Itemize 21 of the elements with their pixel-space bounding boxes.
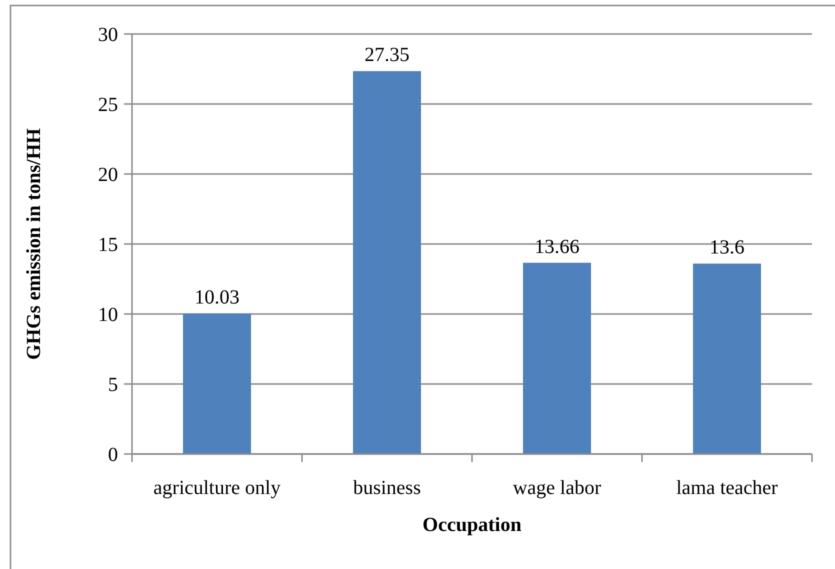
bar (693, 264, 761, 454)
y-tick-label: 10 (98, 304, 118, 326)
x-tick-label: wage labor (512, 477, 602, 499)
data-label: 13.66 (534, 236, 580, 258)
x-tick-label: business (353, 477, 422, 499)
data-label: 27.35 (364, 44, 410, 66)
y-tick-label: 20 (98, 164, 118, 186)
y-tick-label: 5 (108, 374, 118, 396)
x-axis-title: Occupation (422, 514, 522, 536)
x-tick-label: agriculture only (153, 477, 281, 499)
y-tick-label: 25 (98, 94, 118, 116)
y-tick-label: 30 (98, 24, 118, 46)
y-tick-label: 15 (98, 234, 118, 256)
bar (523, 262, 591, 454)
x-tick-label: lama teacher (676, 477, 778, 499)
bar (353, 71, 421, 454)
y-tick-label: 0 (108, 444, 118, 466)
bar (183, 314, 251, 454)
data-label: 10.03 (194, 286, 240, 309)
data-label: 13.6 (710, 236, 744, 259)
y-axis-title: GHGs emission in tons/HH (23, 128, 45, 360)
